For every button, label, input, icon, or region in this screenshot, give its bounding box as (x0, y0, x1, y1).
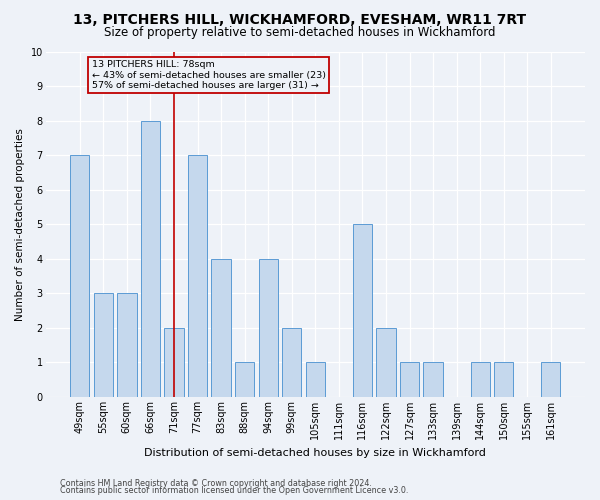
Bar (305, 362, 325, 397)
Bar (164, 328, 184, 397)
Bar (541, 362, 560, 397)
Bar (70, 155, 89, 397)
Text: Size of property relative to semi-detached houses in Wickhamford: Size of property relative to semi-detach… (104, 26, 496, 39)
Y-axis label: Number of semi-detached properties: Number of semi-detached properties (15, 128, 25, 320)
Bar (470, 362, 490, 397)
Bar (141, 120, 160, 397)
Bar (117, 294, 137, 397)
Bar (188, 155, 207, 397)
Bar (376, 328, 395, 397)
Bar (400, 362, 419, 397)
Text: Contains public sector information licensed under the Open Government Licence v3: Contains public sector information licen… (60, 486, 409, 495)
X-axis label: Distribution of semi-detached houses by size in Wickhamford: Distribution of semi-detached houses by … (145, 448, 486, 458)
Text: 13, PITCHERS HILL, WICKHAMFORD, EVESHAM, WR11 7RT: 13, PITCHERS HILL, WICKHAMFORD, EVESHAM,… (73, 12, 527, 26)
Bar (94, 294, 113, 397)
Bar (211, 259, 231, 397)
Text: Contains HM Land Registry data © Crown copyright and database right 2024.: Contains HM Land Registry data © Crown c… (60, 478, 372, 488)
Bar (259, 259, 278, 397)
Bar (494, 362, 514, 397)
Bar (282, 328, 301, 397)
Bar (353, 224, 372, 397)
Bar (424, 362, 443, 397)
Bar (235, 362, 254, 397)
Text: 13 PITCHERS HILL: 78sqm
← 43% of semi-detached houses are smaller (23)
57% of se: 13 PITCHERS HILL: 78sqm ← 43% of semi-de… (92, 60, 326, 90)
